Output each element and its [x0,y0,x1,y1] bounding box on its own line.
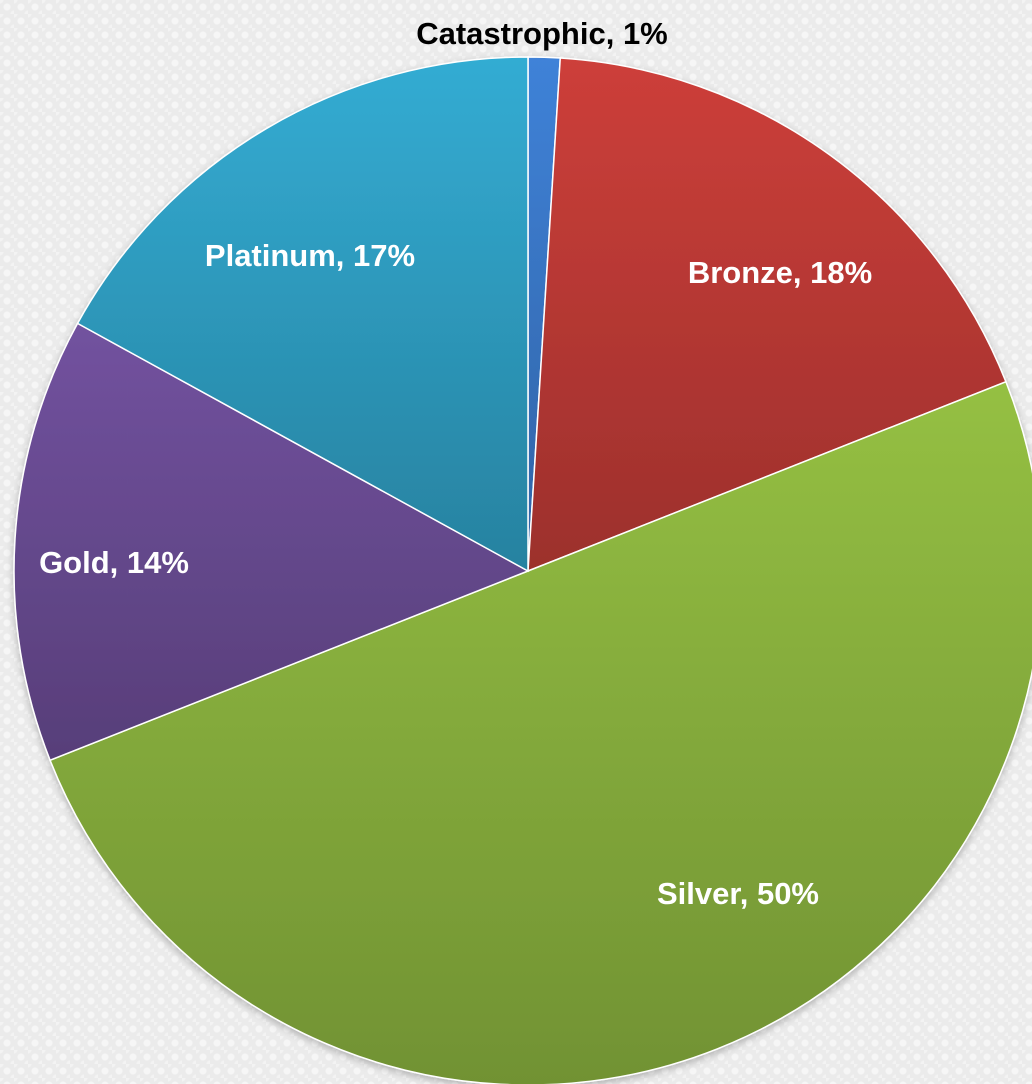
pie-slices [13,56,1032,1084]
data-label-bronze: Bronze, 18% [688,255,872,290]
pie-slice-bronze [527,57,1007,573]
pie-labels: Catastrophic, 1% Bronze, 18% Silver, 50% Go… [39,16,872,911]
data-label-gold: Gold, 14% [39,545,189,580]
data-label-catastrophic: Catastrophic, 1% [416,16,668,51]
pie-slice-silver [49,380,1032,1084]
pie-slice-platinum [76,56,529,573]
pie-slice-gold [13,322,530,762]
data-label-silver: Silver, 50% [657,876,819,911]
data-label-platinum: Platinum, 17% [205,238,415,273]
